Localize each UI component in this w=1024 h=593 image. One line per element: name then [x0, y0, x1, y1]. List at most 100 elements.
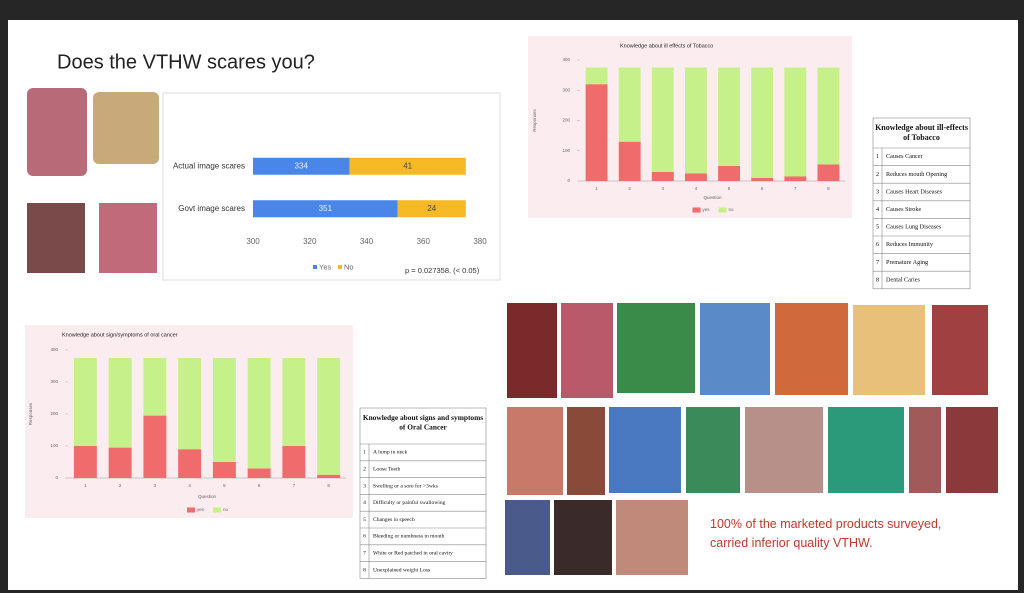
bar-segment — [585, 67, 608, 85]
y-tick-label: 100 — [562, 148, 570, 153]
table-cell: 7 — [876, 259, 879, 266]
y-axis-label: Responses — [532, 108, 537, 131]
table-cell: 4 — [363, 500, 366, 506]
y-tick-label: 200 — [562, 118, 570, 123]
product-image — [99, 203, 157, 273]
y-tick-label: 400 — [50, 347, 58, 352]
table-cell: 1 — [876, 153, 879, 160]
bar-segment — [751, 67, 774, 178]
product-image — [700, 303, 770, 395]
table-cell: Causes Heart Diseases — [886, 188, 943, 195]
table-cell: 8 — [363, 567, 366, 573]
table-cell: Dental Caries — [886, 276, 920, 283]
legend-swatch — [692, 207, 701, 213]
product-image — [93, 92, 159, 164]
product-image — [27, 203, 85, 273]
table-cell: Loose Teeth — [373, 466, 401, 472]
x-tick-label: 6 — [761, 186, 764, 191]
bar-segment — [282, 446, 306, 478]
x-tick-label: 6 — [258, 483, 261, 488]
x-tick-label: 1 — [84, 483, 87, 488]
legend-swatch — [313, 265, 317, 269]
bar-segment — [817, 164, 840, 181]
bar-segment — [108, 447, 132, 478]
table-cell: 5 — [363, 517, 366, 523]
legend-label: no — [223, 507, 229, 512]
bar-segment — [685, 173, 707, 181]
bar-segment — [618, 141, 641, 181]
data-label: 351 — [319, 204, 333, 213]
x-tick-label: 7 — [794, 186, 797, 191]
legend-swatch — [213, 507, 221, 513]
product-image — [507, 407, 563, 495]
x-tick-label: 8 — [827, 186, 830, 191]
x-tick-label: 5 — [223, 483, 226, 488]
product-image — [946, 407, 998, 493]
bar-segment — [718, 67, 740, 166]
legend-swatch — [187, 507, 195, 513]
product-image — [554, 500, 612, 575]
table-cell: 7 — [363, 550, 366, 556]
x-tick-label: 7 — [293, 483, 296, 488]
data-label: 41 — [403, 161, 412, 170]
y-tick-label: 0 — [567, 178, 570, 183]
product-image — [609, 407, 681, 493]
table-cell: 2 — [876, 171, 879, 178]
x-tick-label: 5 — [728, 186, 731, 191]
x-tick-label: 360 — [417, 237, 431, 246]
table-cell: Causes Cancer — [886, 153, 923, 160]
legend-label: No — [344, 262, 354, 271]
table-cell: 5 — [876, 224, 879, 231]
product-image — [616, 500, 688, 575]
table-border — [872, 117, 971, 290]
bar-segment — [108, 358, 132, 448]
table-title: Knowledge about signs and symptoms of Ora… — [363, 413, 483, 432]
chart-panel — [162, 92, 501, 281]
x-tick-label: 380 — [473, 237, 487, 246]
bar-segment — [397, 200, 466, 218]
table-cell: Changes in speech — [373, 517, 415, 523]
chart-title: Knowledge about sign/symptoms of oral ca… — [62, 332, 178, 338]
table-cell: 1 — [363, 450, 366, 456]
table-cell: 3 — [876, 188, 879, 195]
y-tick-label: 0 — [55, 475, 58, 480]
table-cell: Premature Aging — [886, 259, 928, 266]
bar-segment — [651, 67, 674, 172]
bar-segment — [817, 67, 840, 165]
product-image — [505, 500, 550, 575]
x-tick-label: 2 — [119, 483, 122, 488]
bar-segment — [317, 474, 341, 478]
bar-segment — [317, 358, 341, 475]
bar-segment — [73, 446, 97, 478]
x-tick-label: 320 — [303, 237, 317, 246]
y-tick-label: Govt image scares — [178, 204, 245, 213]
x-axis-label: Question — [198, 494, 217, 499]
bar-segment — [143, 358, 167, 416]
x-tick-label: 3 — [154, 483, 157, 488]
product-image — [617, 303, 695, 393]
bar-segment — [253, 200, 398, 218]
bar-segment — [73, 358, 97, 446]
table-title: Knowledge about ill-effects of Tobacco — [875, 123, 968, 142]
table-cell: Causes Stroke — [886, 206, 921, 213]
bar-segment — [282, 358, 306, 446]
data-label: 334 — [295, 161, 309, 170]
table-cell: Reduces mouth Opening — [886, 171, 947, 178]
product-image — [775, 303, 848, 395]
chart-title: Knowledge about ill effects of Tobacco — [620, 43, 713, 49]
table-cell: 3 — [363, 483, 366, 489]
bar-segment — [585, 84, 608, 181]
x-tick-label: 300 — [246, 237, 260, 246]
product-images — [27, 88, 998, 575]
product-image — [828, 407, 904, 493]
y-tick-label: 100 — [50, 443, 58, 448]
legend-label: no — [729, 207, 735, 212]
product-image — [745, 407, 823, 493]
bar-segment — [247, 358, 271, 469]
product-image — [27, 88, 87, 176]
x-tick-label: 3 — [662, 186, 665, 191]
table-cell: Causes Lung Diseases — [886, 224, 942, 231]
product-image — [932, 305, 988, 395]
caption: 100% of the marketed products surveyed, c… — [710, 517, 941, 550]
